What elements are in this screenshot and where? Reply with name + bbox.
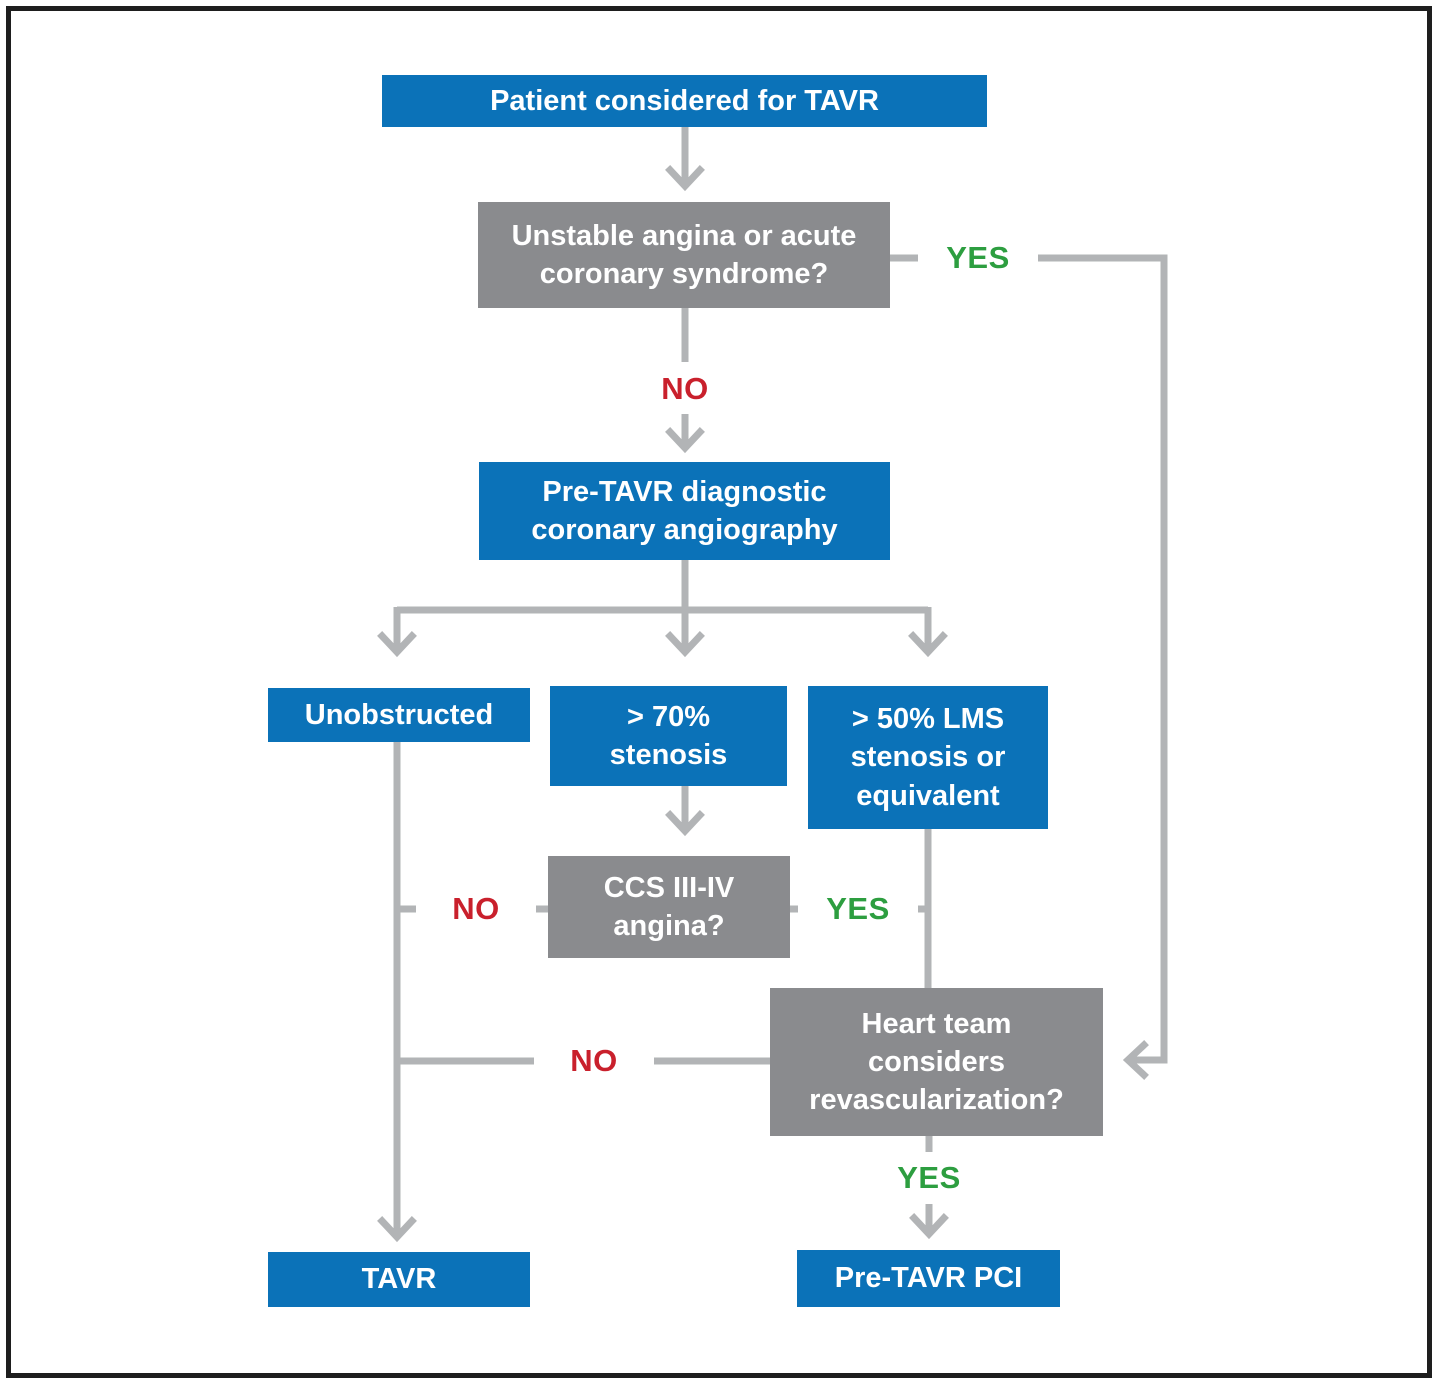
node-unstable-angina-question: Unstable angina or acute coronary syndro… xyxy=(478,202,890,308)
node-pre-tavr-angiography: Pre-TAVR diagnostic coronary angiography xyxy=(479,462,890,560)
edge-label-unstable-yes: YES xyxy=(918,237,1038,279)
edge-label-heart-team-no: NO xyxy=(534,1040,654,1082)
edge-label-unstable-no: NO xyxy=(625,368,745,410)
node-pre-tavr-pci-outcome: Pre-TAVR PCI xyxy=(797,1250,1060,1307)
arrow-yes-to-heart-team xyxy=(1013,254,1168,1080)
node-lms-50-stenosis: > 50% LMS stenosis or equivalent xyxy=(808,686,1048,829)
node-ccs-angina-question: CCS III-IV angina? xyxy=(548,856,790,958)
edge-label-heart-team-yes: YES xyxy=(869,1157,989,1199)
edge-label-ccs-yes: YES xyxy=(798,888,918,930)
node-stenosis-70: > 70% stenosis xyxy=(550,686,787,786)
node-heart-team-question: Heart team considers revascularization? xyxy=(770,988,1103,1136)
node-patient-considered-for-tavr: Patient considered for TAVR xyxy=(382,75,987,127)
node-tavr-outcome: TAVR xyxy=(268,1252,530,1307)
node-unobstructed: Unobstructed xyxy=(268,688,530,742)
edge-label-ccs-no: NO xyxy=(416,888,536,930)
